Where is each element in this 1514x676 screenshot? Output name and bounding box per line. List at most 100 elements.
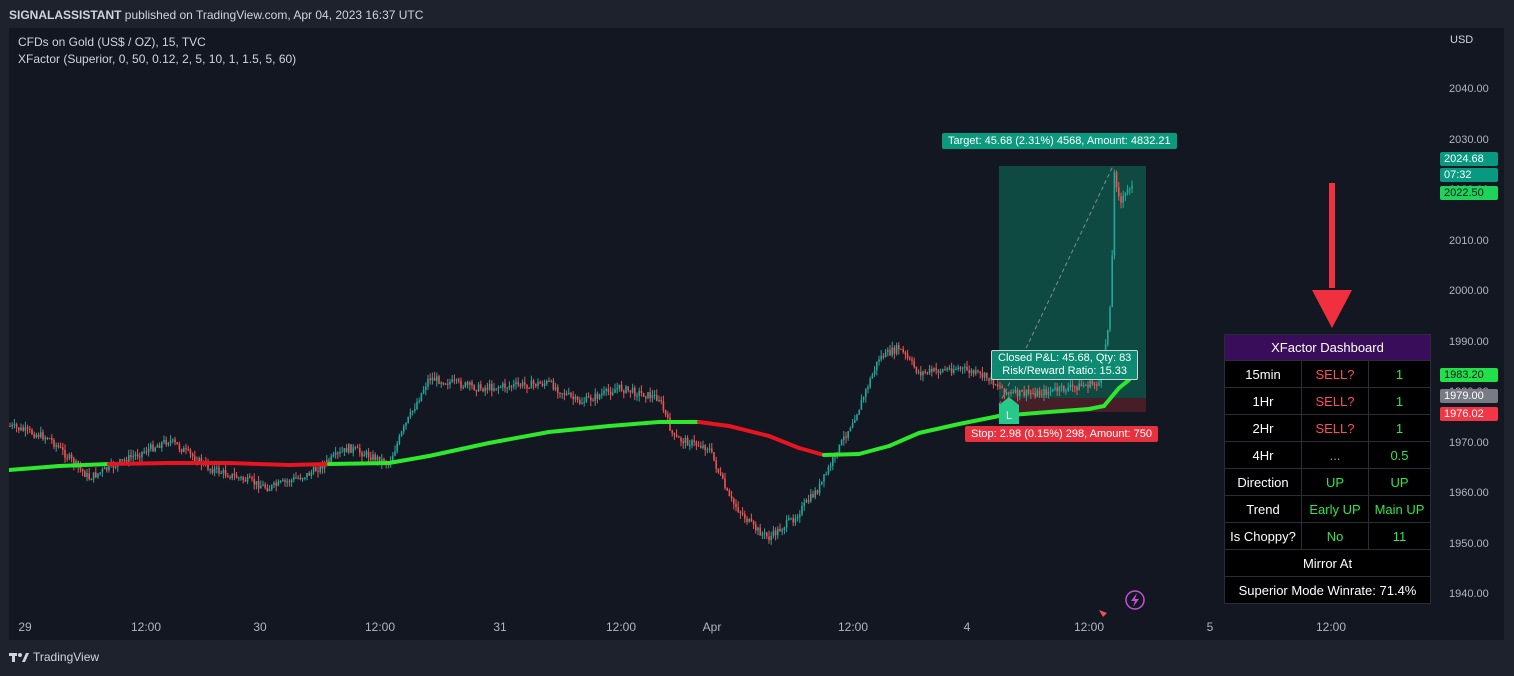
candle-body [440, 382, 442, 384]
candle-body [662, 401, 665, 411]
candle-body [741, 512, 744, 515]
price-tick: 1940.00 [1449, 588, 1489, 600]
row-label: 2Hr [1224, 414, 1302, 442]
moving-average-segment [917, 422, 961, 435]
candle-body [807, 500, 810, 502]
candle-body [33, 434, 35, 438]
time-tick: 31 [493, 620, 507, 634]
candle-body [141, 451, 143, 458]
candle-body [1120, 196, 1122, 203]
price-tag-1979[interactable]: 1979.00 [1440, 389, 1498, 403]
candle-body [970, 370, 973, 373]
candle-body [367, 451, 370, 458]
candle-body [860, 399, 863, 410]
candle-body [213, 468, 216, 473]
candle-body [675, 434, 678, 437]
candle-body [407, 417, 409, 423]
currency-label[interactable]: USD [1450, 34, 1474, 46]
candle-body [1118, 187, 1120, 197]
candle-body [271, 484, 273, 490]
candle-body [341, 451, 343, 453]
candle-body [301, 478, 304, 480]
candle-body [1045, 389, 1047, 395]
candle-body [904, 352, 907, 355]
price-tag-1976[interactable]: 1976.02 [1440, 407, 1498, 421]
candle-body [772, 530, 775, 537]
candle-body [1034, 393, 1036, 397]
row-value: Main UP [1368, 495, 1431, 523]
candle-body [796, 517, 799, 519]
dashboard-row-direction: Direction UP UP [1224, 468, 1431, 496]
candle-body [370, 457, 372, 460]
candle-body [381, 458, 383, 464]
candle-body [629, 390, 632, 393]
candle-body [216, 467, 218, 469]
candle-body [539, 382, 541, 384]
tradingview-footer[interactable]: TradingView [9, 650, 99, 664]
candle-body [576, 396, 579, 401]
long-entry-marker[interactable]: L [999, 397, 1019, 424]
candle-body [218, 467, 220, 474]
candle-body [409, 411, 412, 418]
candle-body [451, 379, 453, 382]
candle-body [136, 454, 139, 457]
candle-body [13, 424, 16, 426]
candle-body [290, 479, 293, 483]
candle-body [86, 473, 88, 477]
candle-body [317, 471, 319, 473]
price-tick: 1950.00 [1449, 537, 1489, 550]
candle-body [942, 369, 944, 372]
candle-body [1036, 390, 1039, 397]
candle-body [176, 442, 178, 445]
candle-body [818, 484, 821, 494]
candle-body [158, 445, 161, 448]
stop-label[interactable]: Stop: 2.98 (0.15%) 298, Amount: 750 [965, 426, 1159, 442]
price-tag-2022[interactable]: 2022.50 [1440, 186, 1498, 200]
candle-body [268, 489, 271, 492]
dashboard-row-1hr: 1Hr SELL? 1 [1224, 387, 1431, 415]
lightning-icon[interactable] [1125, 590, 1145, 610]
candle-body [922, 371, 924, 376]
candle-body [372, 454, 374, 460]
moving-average-segment [387, 454, 431, 465]
last-price-tag[interactable]: 2024.68 [1440, 152, 1498, 166]
price-chart[interactable]: L [9, 28, 1504, 640]
candle-body [684, 438, 687, 444]
candle-body [493, 388, 495, 391]
moving-average-segment [547, 424, 611, 434]
candle-body [90, 479, 93, 481]
candle-body [330, 456, 332, 462]
closed-pnl-box[interactable]: Closed P&L: 45.68, Qty: 83 Risk/Reward R… [991, 350, 1139, 380]
candle-body [297, 477, 299, 479]
candle-body [42, 432, 44, 440]
author-name[interactable]: SIGNALASSISTANT [9, 8, 122, 22]
publish-info: published on TradingView.com, Apr 04, 20… [124, 8, 424, 22]
candle-body [262, 484, 264, 486]
target-label[interactable]: Target: 45.68 (2.31%) 4568, Amount: 4832… [942, 133, 1177, 149]
moving-average-segment [797, 446, 826, 457]
price-tag-1983[interactable]: 1983.20 [1440, 368, 1498, 382]
indicator-legend[interactable]: XFactor (Superior, 0, 50, 0.12, 2, 5, 10… [18, 52, 297, 66]
candle-body [640, 391, 643, 394]
candle-body [625, 386, 627, 393]
candle-body [992, 376, 995, 385]
row-value: 1 [1368, 414, 1431, 442]
candle-body [939, 371, 942, 373]
time-tick: 12:00 [1315, 620, 1347, 634]
candle-body [84, 471, 86, 477]
candle-body [477, 384, 480, 392]
candle-body [726, 488, 728, 491]
row-signal: SELL? [1301, 387, 1369, 415]
candle-body [466, 382, 469, 385]
candle-body [697, 445, 700, 447]
symbol-legend[interactable]: CFDs on Gold (US$ / OZ), 15, TVC [18, 35, 206, 49]
time-tick: 30 [253, 620, 267, 634]
candle-body [777, 528, 779, 536]
candle-body [603, 390, 605, 394]
candle-body [783, 527, 786, 530]
candle-body [1019, 390, 1021, 397]
candle-body [293, 477, 295, 480]
candle-body [1063, 385, 1065, 392]
candle-body [572, 396, 574, 400]
row-value: 1 [1368, 387, 1431, 415]
